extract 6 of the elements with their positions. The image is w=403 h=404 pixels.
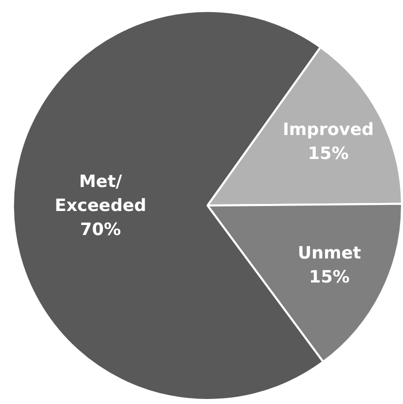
data-label: 15%: [308, 268, 350, 288]
slice-label: Met/ Exceeded: [54, 172, 146, 216]
data-label: 15%: [308, 144, 349, 164]
slice-label: Improved: [282, 120, 374, 140]
data-label: 70%: [80, 220, 121, 240]
slice-label: Unmet: [298, 244, 361, 264]
